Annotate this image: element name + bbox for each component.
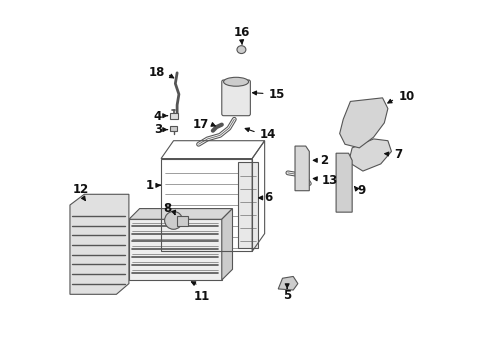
Polygon shape (238, 162, 258, 248)
Ellipse shape (223, 77, 248, 86)
Polygon shape (278, 276, 298, 290)
Polygon shape (340, 98, 388, 148)
Circle shape (165, 211, 182, 229)
Bar (170, 126, 177, 131)
Text: 4: 4 (154, 110, 162, 123)
Text: 14: 14 (259, 128, 276, 141)
Text: 7: 7 (394, 148, 402, 162)
Text: 16: 16 (233, 26, 249, 39)
Polygon shape (129, 219, 222, 280)
Text: 3: 3 (154, 123, 162, 136)
Polygon shape (348, 139, 392, 171)
Text: 13: 13 (322, 174, 338, 186)
Bar (177, 216, 188, 226)
Text: 10: 10 (398, 90, 415, 103)
Polygon shape (295, 146, 309, 191)
Ellipse shape (237, 46, 246, 54)
Text: 1: 1 (146, 179, 154, 192)
Bar (170, 113, 178, 118)
Text: 17: 17 (193, 118, 209, 131)
Polygon shape (129, 208, 232, 219)
Text: 18: 18 (148, 66, 165, 79)
Text: 8: 8 (164, 202, 172, 215)
Polygon shape (70, 194, 129, 294)
Text: 6: 6 (265, 192, 273, 204)
Text: 15: 15 (268, 88, 285, 101)
Text: 2: 2 (320, 154, 328, 167)
Polygon shape (222, 208, 232, 280)
Polygon shape (336, 153, 352, 212)
Text: 9: 9 (358, 184, 366, 197)
Text: 5: 5 (283, 289, 291, 302)
Text: 12: 12 (73, 183, 89, 196)
Text: 11: 11 (194, 290, 210, 303)
FancyBboxPatch shape (222, 80, 250, 116)
